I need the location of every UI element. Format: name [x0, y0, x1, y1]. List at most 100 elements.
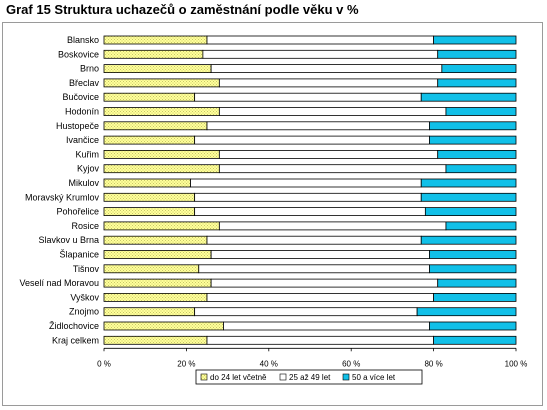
category-label: Tišnov: [73, 264, 100, 274]
category-label: Veselí nad Moravou: [19, 278, 99, 288]
category-label: Rosice: [71, 221, 99, 231]
category-label: Bučovice: [62, 92, 99, 102]
bar-segment-25-49: [206, 292, 435, 302]
bar-segment-50-plus: [429, 321, 517, 331]
bar-segment-25-49: [206, 121, 430, 131]
bar-segment-under-24: [103, 278, 212, 288]
bar-segment-under-24: [103, 307, 196, 317]
bar-segment-under-24: [103, 78, 220, 88]
bar-segment-25-49: [190, 178, 422, 188]
bar-segment-50-plus: [437, 278, 517, 288]
legend-swatch: [342, 373, 350, 381]
category-label: Pohořelice: [56, 207, 99, 217]
legend-box: [195, 369, 423, 385]
category-label: Mikulov: [68, 178, 99, 188]
bar-segment-under-24: [103, 178, 191, 188]
bar-segment-under-24: [103, 235, 208, 245]
bar-segment-50-plus: [445, 164, 517, 174]
category-label: Vyškov: [70, 292, 99, 302]
bar-segment-50-plus: [437, 149, 517, 159]
x-tick-label: 0 %: [97, 359, 111, 368]
bar-segment-50-plus: [437, 49, 517, 59]
category-label: Hodonín: [65, 107, 99, 117]
bar-segment-under-24: [103, 121, 208, 131]
bar-segment-50-plus: [420, 192, 517, 202]
bar-segment-under-24: [103, 35, 208, 45]
bar-segment-25-49: [194, 135, 430, 145]
category-label: Židlochovice: [49, 321, 99, 331]
bar-segment-50-plus: [429, 264, 517, 274]
bar-segment-under-24: [103, 164, 220, 174]
bar-segment-under-24: [103, 250, 212, 259]
bar-segment-50-plus: [429, 121, 517, 131]
bar-segment-under-24: [103, 49, 204, 59]
bar-segment-50-plus: [416, 307, 517, 317]
bar-segment-50-plus: [420, 178, 517, 188]
bar-segment-50-plus: [429, 135, 517, 145]
bar-segment-50-plus: [433, 35, 517, 45]
x-tick-label: 60 %: [342, 359, 360, 368]
bar-segment-25-49: [218, 78, 439, 88]
bar-segment-25-49: [223, 321, 430, 331]
bar-segment-25-49: [194, 307, 418, 317]
bar-segment-25-49: [210, 278, 439, 288]
category-label: Znojmo: [69, 307, 99, 317]
category-label: Kyjov: [77, 164, 100, 174]
bar-segment-under-24: [103, 221, 220, 231]
x-tick-label: 20 %: [177, 359, 195, 368]
bar-segment-25-49: [202, 49, 439, 59]
legend-label: 25 až 49 let: [289, 373, 331, 382]
bar-segment-under-24: [103, 292, 208, 302]
bar-segment-under-24: [103, 135, 196, 145]
bar-segment-50-plus: [437, 78, 517, 88]
x-tick-label: 40 %: [260, 359, 278, 368]
category-label: Moravský Krumlov: [25, 192, 100, 202]
bar-segment-25-49: [218, 107, 447, 116]
bar-segment-under-24: [103, 92, 196, 102]
legend-label: do 24 let včetně: [210, 373, 267, 382]
bar-segment-under-24: [103, 335, 208, 345]
category-label: Kuřim: [75, 149, 99, 159]
bar-segment-under-24: [103, 107, 220, 116]
chart-title: Graf 15 Struktura uchazečů o zaměstnání …: [6, 2, 359, 17]
bar-segment-50-plus: [420, 235, 517, 245]
bar-segment-50-plus: [420, 92, 517, 102]
bar-segment-25-49: [194, 192, 422, 202]
bar-segment-50-plus: [445, 221, 517, 231]
bar-segment-under-24: [103, 207, 196, 217]
bar-segment-50-plus: [441, 64, 517, 73]
bar-segment-50-plus: [429, 250, 517, 259]
legend: do 24 let včetně 25 až 49 let 50 a více le…: [195, 369, 423, 385]
bar-segment-25-49: [206, 235, 422, 245]
bar-segment-25-49: [194, 92, 422, 102]
bar-segment-50-plus: [433, 292, 517, 302]
bar-segment-25-49: [206, 335, 435, 345]
category-label: Břeclav: [69, 78, 100, 88]
bar-segment-25-49: [198, 264, 430, 274]
bar-segment-25-49: [218, 164, 447, 174]
x-tick-label: 100 %: [505, 359, 528, 368]
category-label: Brno: [80, 64, 99, 74]
bar-segment-25-49: [218, 221, 447, 231]
legend-label: 50 a více let: [352, 373, 396, 382]
bar-segment-under-24: [103, 192, 196, 202]
bar-segment-25-49: [206, 35, 435, 45]
category-label: Šlapanice: [59, 250, 99, 260]
category-label: Boskovice: [58, 49, 99, 59]
category-label: Ivančice: [66, 135, 99, 145]
legend-swatch: [279, 373, 287, 381]
bar-segment-25-49: [218, 149, 439, 159]
bar-segment-25-49: [210, 64, 443, 73]
category-label: Kraj celkem: [52, 335, 99, 345]
bar-segment-under-24: [103, 321, 224, 331]
bar-segment-50-plus: [424, 207, 517, 217]
category-label: Slavkov u Brna: [38, 235, 99, 245]
bar-segment-under-24: [103, 149, 220, 159]
category-label: Blansko: [67, 35, 99, 45]
bar-segment-under-24: [103, 64, 212, 73]
bar-segment-50-plus: [445, 107, 517, 116]
legend-swatch: [200, 373, 208, 381]
bar-segment-under-24: [103, 264, 200, 274]
category-label: Hustopeče: [56, 121, 99, 131]
